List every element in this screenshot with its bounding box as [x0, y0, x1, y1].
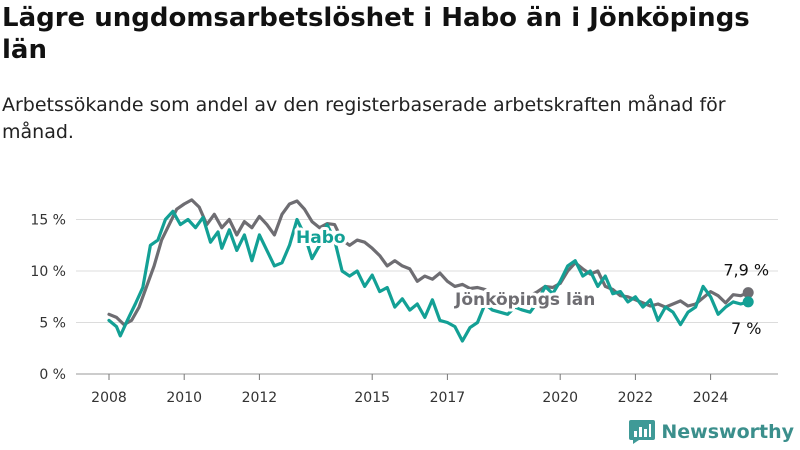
brand-logo: Newsworthy: [629, 420, 794, 444]
end-value-label-jonkoping: 7,9 %: [723, 261, 769, 280]
x-tick-label: 2012: [242, 390, 278, 406]
x-tick-label: 2024: [693, 390, 729, 406]
y-tick-label: 5 %: [39, 316, 66, 332]
gridlines: [76, 219, 778, 375]
series-line-j-nk-pings-l-n: [107, 198, 750, 327]
series-label-habo: Habo: [296, 228, 346, 248]
chart-subtitle: Arbetssökande som andel av den registerb…: [2, 94, 726, 143]
y-tick-label: 15 %: [30, 213, 66, 229]
y-axis-ticks: 0 % 5 % 10 % 15 %: [30, 213, 66, 384]
x-tick-label: 2020: [542, 390, 578, 406]
x-tick-label: 2010: [166, 390, 202, 406]
end-value-label-habo: 7 %: [731, 319, 761, 338]
series-line-habo: [107, 209, 750, 343]
y-tick-label: 0 %: [39, 367, 66, 383]
series-lines: [107, 198, 754, 343]
brand-name: Newsworthy: [661, 421, 794, 443]
series-label-jonkoping: Jönköpings län: [454, 290, 595, 310]
series-end-dot-habo: [742, 296, 754, 308]
x-tick-label: 2015: [354, 390, 390, 406]
x-tick-label: 2022: [618, 390, 654, 406]
series-end-dot-j-nk-pings-l-n: [742, 287, 754, 299]
bar-chart-logo-icon: [629, 420, 656, 444]
y-tick-label: 10 %: [30, 264, 66, 280]
x-axis: 2008 2010 2012 2015 2017 2020 2022 2024: [91, 374, 729, 406]
x-tick-label: 2008: [91, 390, 127, 406]
series-label-jonkoping-halo: Jönköpings län: [454, 290, 595, 310]
series-label-habo-halo: Habo: [296, 228, 346, 248]
chart-title: Lägre ungdomsarbetslöshet i Habo än i Jö…: [2, 3, 750, 65]
x-tick-label: 2017: [430, 390, 466, 406]
